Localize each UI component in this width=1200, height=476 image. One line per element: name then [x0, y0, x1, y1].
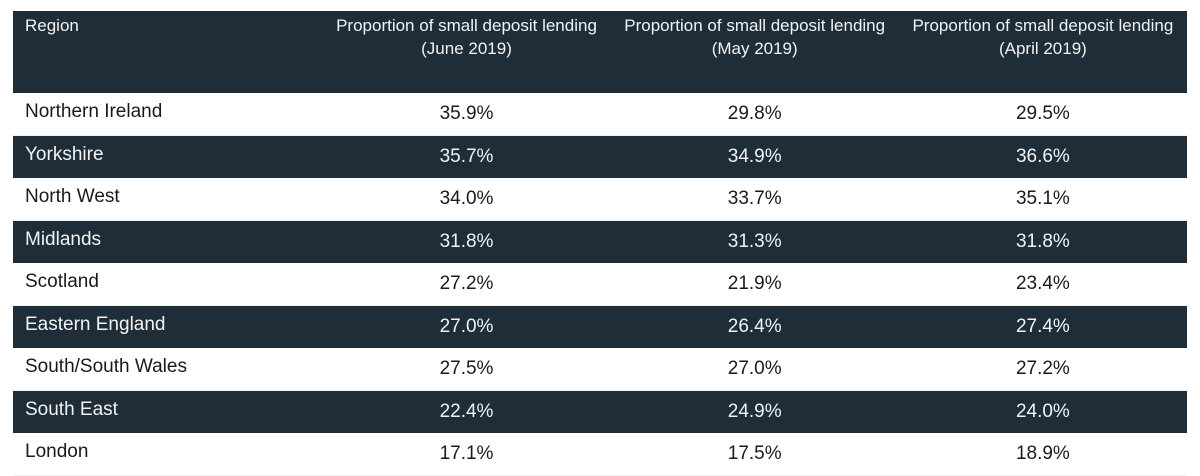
header-june-2019: Proportion of small deposit lending (Jun…: [336, 16, 597, 58]
header-region: Region: [25, 16, 79, 35]
table-row: South/South Wales 27.5% 27.0% 27.2%: [13, 348, 1187, 391]
june-cell: 27.5%: [322, 348, 611, 391]
april-cell: 18.9%: [898, 433, 1187, 476]
region-cell: London: [13, 433, 323, 476]
may-cell: 26.4%: [610, 305, 899, 348]
may-cell: 31.3%: [610, 220, 899, 263]
april-cell: 29.5%: [898, 93, 1187, 136]
table-row: Northern Ireland 35.9% 29.8% 29.5%: [13, 93, 1187, 136]
june-cell: 34.0%: [322, 178, 611, 221]
april-cell: 31.8%: [898, 220, 1187, 263]
april-cell: 36.6%: [898, 135, 1187, 178]
table-row: Yorkshire 35.7% 34.9% 36.6%: [13, 135, 1187, 178]
region-cell: Midlands: [13, 220, 323, 263]
table-row: London 17.1% 17.5% 18.9%: [13, 433, 1187, 476]
header-april-2019: Proportion of small deposit lending (Apr…: [912, 16, 1174, 58]
may-cell: 21.9%: [610, 263, 899, 306]
may-cell: 33.7%: [610, 178, 899, 221]
table-row: North West 34.0% 33.7% 35.1%: [13, 178, 1187, 221]
june-cell: 27.2%: [322, 263, 611, 306]
april-cell: 27.4%: [898, 305, 1187, 348]
may-cell: 17.5%: [610, 433, 899, 476]
region-cell: Northern Ireland: [13, 93, 323, 136]
may-cell: 29.8%: [610, 93, 899, 136]
region-cell: North West: [13, 178, 323, 221]
table-row: Midlands 31.8% 31.3% 31.8%: [13, 220, 1187, 263]
april-cell: 27.2%: [898, 348, 1187, 391]
region-cell: South/South Wales: [13, 348, 323, 391]
may-cell: 24.9%: [610, 390, 899, 433]
header-may-2019: Proportion of small deposit lending (May…: [624, 16, 886, 58]
small-deposit-lending-table: Region Proportion of small deposit lendi…: [13, 11, 1187, 476]
june-cell: 35.9%: [322, 93, 611, 136]
june-cell: 35.7%: [322, 135, 611, 178]
table-row: South East 22.4% 24.9% 24.0%: [13, 390, 1187, 433]
june-cell: 17.1%: [322, 433, 611, 476]
may-cell: 27.0%: [610, 348, 899, 391]
june-cell: 22.4%: [322, 390, 611, 433]
april-cell: 23.4%: [898, 263, 1187, 306]
table-row: Eastern England 27.0% 26.4% 27.4%: [13, 305, 1187, 348]
april-cell: 35.1%: [898, 178, 1187, 221]
region-cell: Eastern England: [13, 305, 323, 348]
table-header-row: Region Proportion of small deposit lendi…: [13, 11, 1187, 93]
may-cell: 34.9%: [610, 135, 899, 178]
region-cell: Scotland: [13, 263, 323, 306]
june-cell: 31.8%: [322, 220, 611, 263]
region-cell: Yorkshire: [13, 135, 323, 178]
table-row: Scotland 27.2% 21.9% 23.4%: [13, 263, 1187, 306]
region-cell: South East: [13, 390, 323, 433]
april-cell: 24.0%: [898, 390, 1187, 433]
june-cell: 27.0%: [322, 305, 611, 348]
